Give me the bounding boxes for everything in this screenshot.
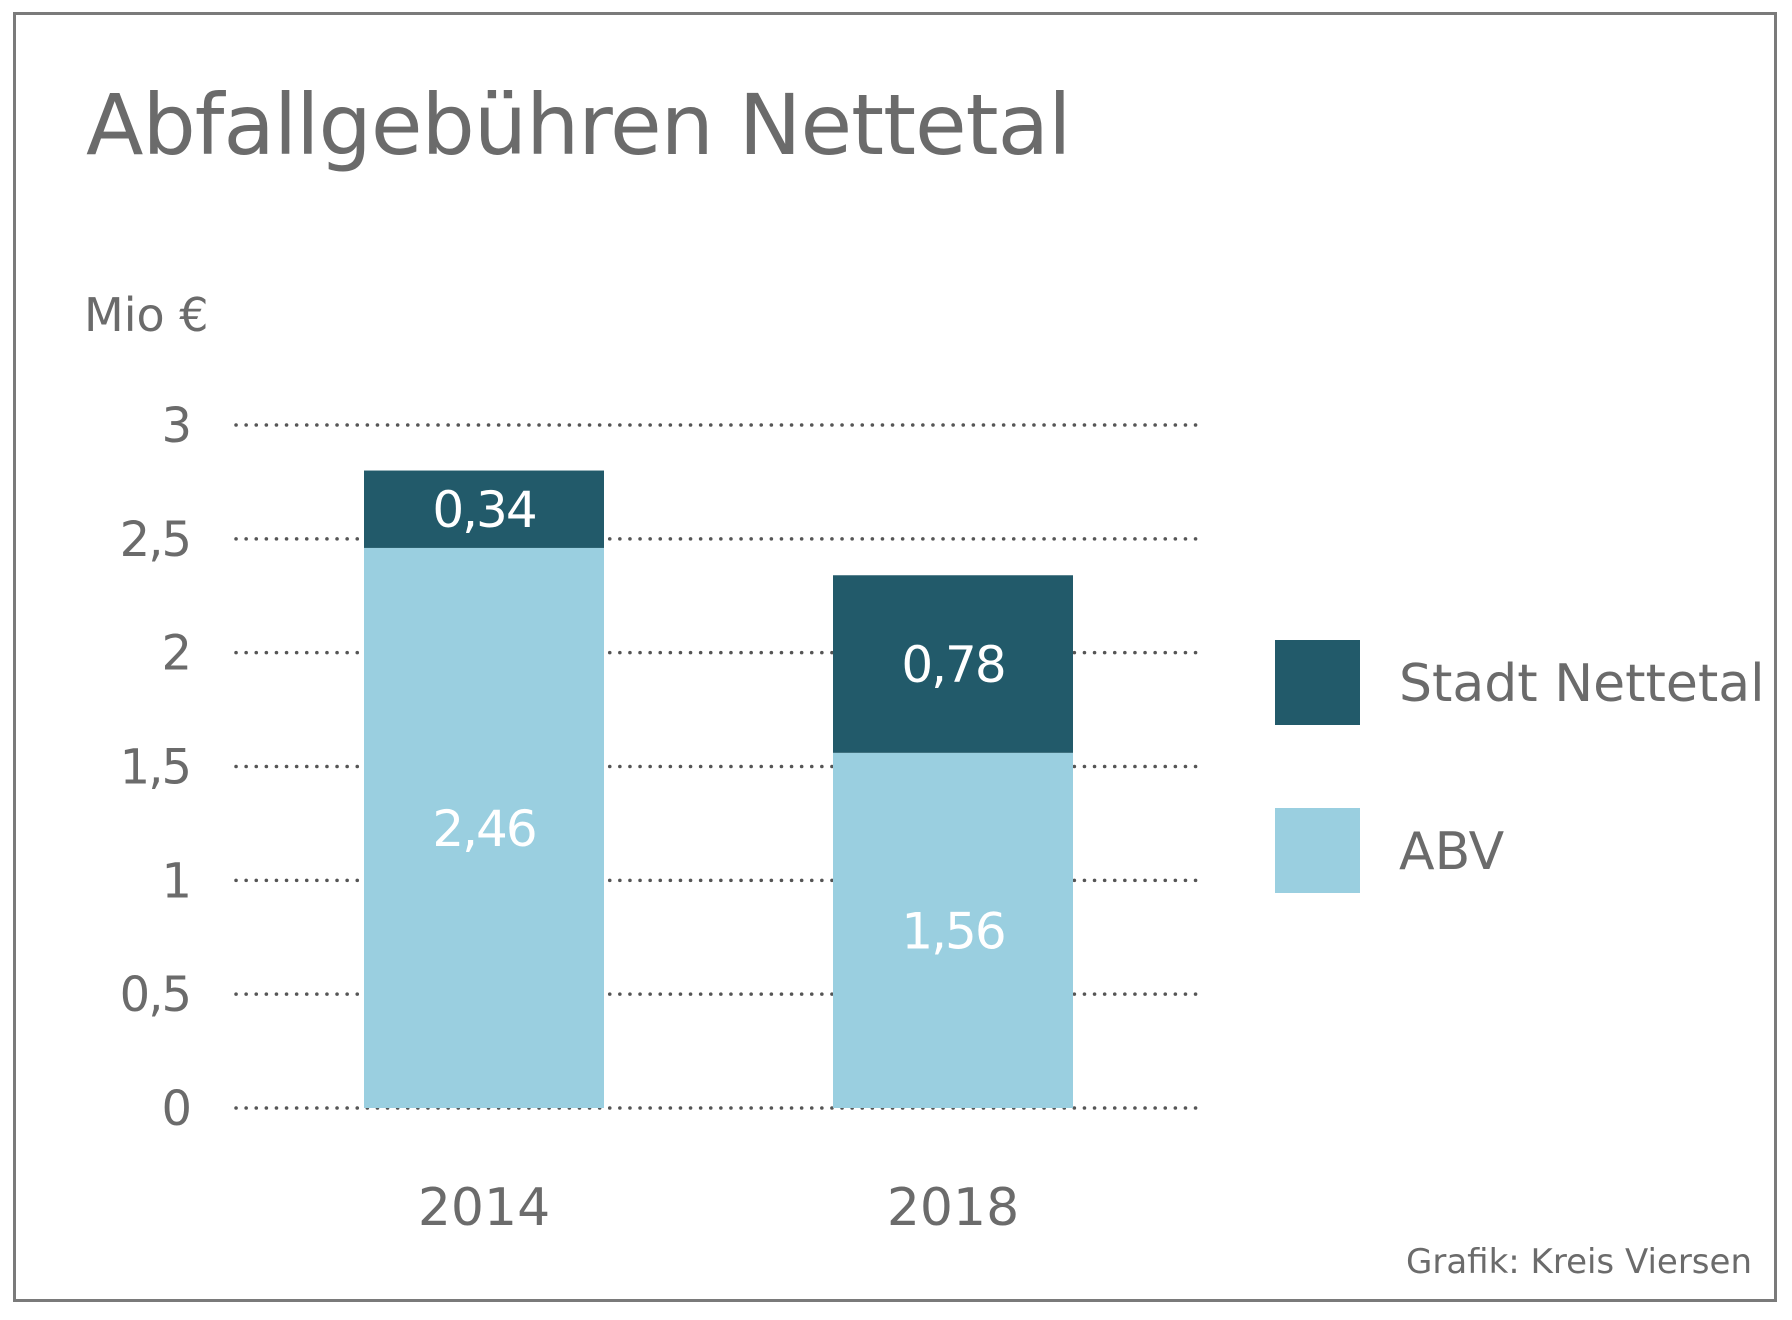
y-tick-label: 2	[161, 626, 190, 682]
y-tick-label: 1	[161, 853, 190, 909]
bar-segment-stadt-nettetal	[833, 575, 1073, 753]
y-tick-labels: 0 0,5 1 1,5 2 2,5 3	[120, 398, 192, 1137]
chart-frame	[13, 12, 1777, 1302]
data-label-abv: 2,46	[432, 800, 535, 858]
legend-swatch-stadt-nettetal	[1275, 640, 1360, 725]
data-label-stadt-nettetal: 0,34	[432, 481, 535, 539]
legend-item-stadt-nettetal: Stadt Nettetal	[1275, 640, 1765, 726]
data-label-stadt-nettetal: 0,78	[901, 636, 1004, 694]
source-credit: Grafik: Kreis Viersen	[1406, 1242, 1752, 1282]
bar-segment-abv	[833, 752, 1073, 1108]
bars: 2,46 0,34 1,56 0,78	[364, 470, 1073, 1108]
x-tick-label: 2014	[418, 1178, 550, 1238]
legend-swatch-abv	[1275, 808, 1360, 893]
y-tick-label: 0	[161, 1081, 190, 1137]
legend-label-abv: ABV	[1399, 822, 1505, 882]
y-tick-label: 1,5	[120, 740, 190, 796]
bar-segment-stadt-nettetal	[364, 470, 604, 548]
x-tick-labels: 2014 2018	[418, 1178, 1019, 1238]
x-tick-label: 2018	[887, 1178, 1019, 1238]
data-label-abv: 1,56	[901, 902, 1004, 960]
legend-label-stadt-nettetal: Stadt Nettetal	[1399, 654, 1765, 714]
chart-title: Abfallgebühren Nettetal	[86, 76, 1071, 174]
y-tick-label: 3	[161, 398, 190, 454]
bar-segment-abv	[364, 547, 604, 1108]
legend-item-abv: ABV	[1275, 808, 1755, 894]
y-tick-label: 0,5	[120, 967, 190, 1023]
y-tick-label: 2,5	[120, 512, 190, 568]
y-axis-unit-label: Mio €	[84, 288, 209, 342]
